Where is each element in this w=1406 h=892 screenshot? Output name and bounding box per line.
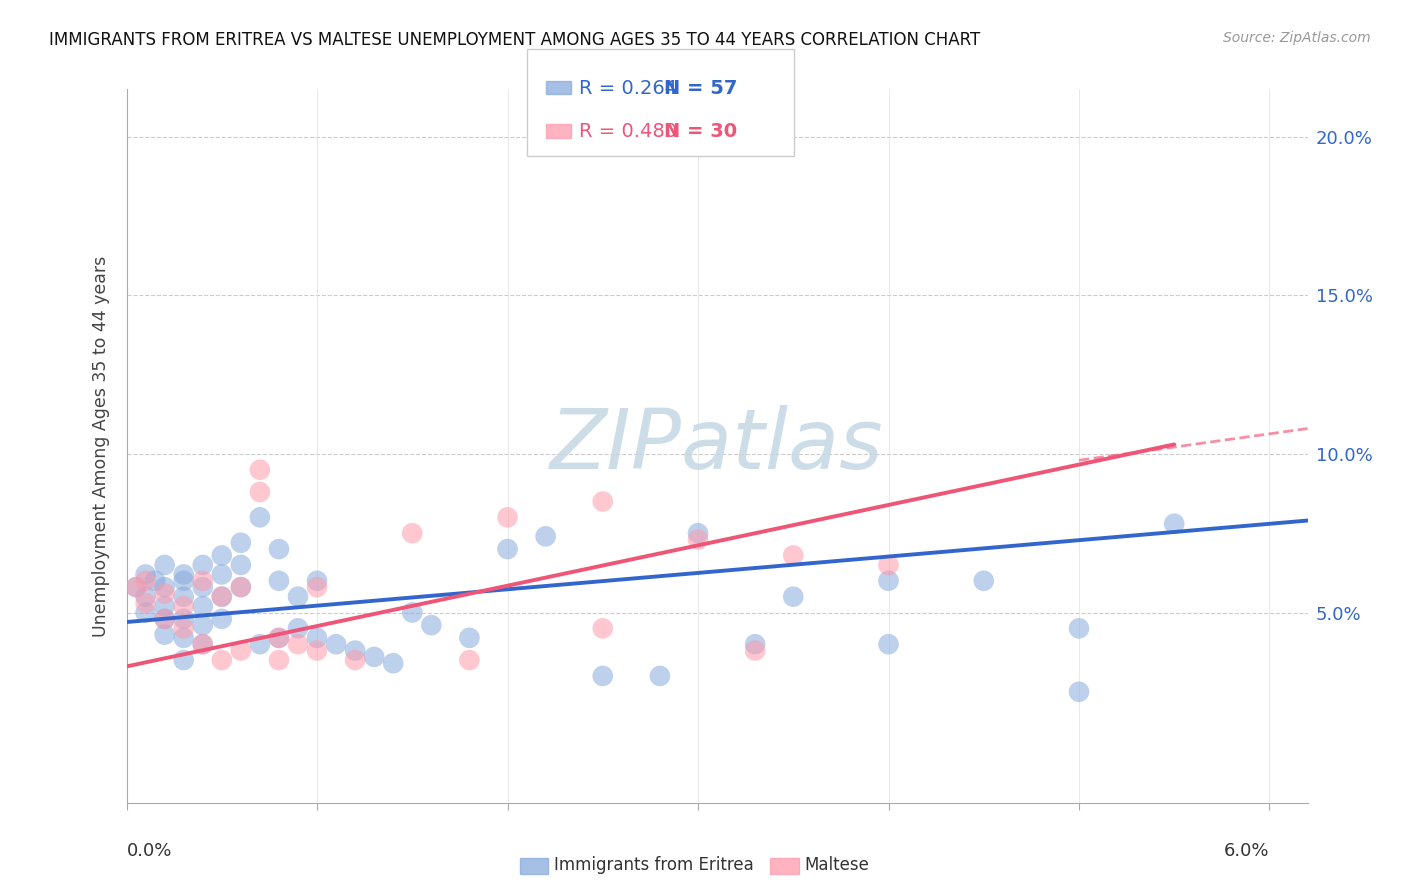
Point: [153, 558, 176, 572]
Text: Source: ZipAtlas.com: Source: ZipAtlas.com: [1223, 31, 1371, 45]
Text: Immigrants from Eritrea: Immigrants from Eritrea: [554, 856, 754, 874]
Point: [135, 596, 157, 610]
Point: [1067, 685, 1090, 699]
Point: [173, 574, 195, 588]
Point: [211, 590, 233, 604]
Text: ZIPatlas: ZIPatlas: [550, 406, 884, 486]
Point: [249, 463, 271, 477]
Point: [173, 599, 195, 614]
Point: [973, 574, 995, 588]
Text: R = 0.264: R = 0.264: [579, 78, 678, 97]
Point: [420, 618, 443, 632]
Point: [401, 526, 423, 541]
Point: [191, 580, 214, 594]
Text: 0.0%: 0.0%: [127, 842, 172, 860]
Point: [744, 637, 766, 651]
Point: [211, 567, 233, 582]
Point: [458, 653, 481, 667]
Point: [191, 599, 214, 614]
Point: [305, 631, 328, 645]
Point: [173, 653, 195, 667]
Point: [125, 580, 148, 594]
Point: [267, 653, 290, 667]
Point: [877, 574, 900, 588]
Point: [382, 657, 405, 671]
Point: [191, 637, 214, 651]
Point: [287, 621, 309, 635]
Point: [229, 580, 252, 594]
Point: [267, 631, 290, 645]
Point: [592, 621, 614, 635]
Point: [153, 586, 176, 600]
Point: [287, 590, 309, 604]
Point: [191, 637, 214, 651]
Point: [211, 549, 233, 563]
Point: [173, 590, 195, 604]
Point: [191, 574, 214, 588]
Point: [211, 612, 233, 626]
Point: [305, 643, 328, 657]
Point: [496, 542, 519, 557]
Point: [305, 580, 328, 594]
Point: [249, 510, 271, 524]
Point: [744, 643, 766, 657]
Point: [287, 637, 309, 651]
Point: [173, 631, 195, 645]
Point: [229, 535, 252, 549]
Point: [229, 558, 252, 572]
Point: [153, 580, 176, 594]
Point: [782, 549, 804, 563]
Point: [458, 631, 481, 645]
Point: [877, 637, 900, 651]
Point: [143, 574, 166, 588]
Point: [249, 485, 271, 500]
Point: [153, 628, 176, 642]
Point: [229, 643, 252, 657]
Point: [135, 574, 157, 588]
Text: N = 57: N = 57: [664, 78, 737, 97]
Point: [153, 599, 176, 614]
Point: [191, 558, 214, 572]
Text: IMMIGRANTS FROM ERITREA VS MALTESE UNEMPLOYMENT AMONG AGES 35 TO 44 YEARS CORREL: IMMIGRANTS FROM ERITREA VS MALTESE UNEMP…: [49, 31, 980, 49]
Point: [229, 580, 252, 594]
Point: [686, 533, 709, 547]
Text: R = 0.480: R = 0.480: [579, 122, 678, 141]
Point: [534, 529, 557, 543]
Point: [496, 510, 519, 524]
Point: [267, 574, 290, 588]
Point: [173, 567, 195, 582]
Point: [1163, 516, 1185, 531]
Point: [686, 526, 709, 541]
Point: [401, 606, 423, 620]
Point: [173, 621, 195, 635]
Point: [592, 669, 614, 683]
Text: N = 30: N = 30: [664, 122, 737, 141]
Point: [782, 590, 804, 604]
Point: [153, 612, 176, 626]
Point: [363, 649, 385, 664]
Text: 6.0%: 6.0%: [1225, 842, 1270, 860]
Point: [125, 580, 148, 594]
Point: [344, 653, 367, 667]
Point: [191, 618, 214, 632]
Point: [344, 643, 367, 657]
Point: [135, 590, 157, 604]
Point: [135, 567, 157, 582]
Point: [877, 558, 900, 572]
Y-axis label: Unemployment Among Ages 35 to 44 years: Unemployment Among Ages 35 to 44 years: [91, 255, 110, 637]
Text: Maltese: Maltese: [804, 856, 869, 874]
Point: [1067, 621, 1090, 635]
Point: [592, 494, 614, 508]
Point: [211, 590, 233, 604]
Point: [325, 637, 347, 651]
Point: [249, 637, 271, 651]
Point: [173, 612, 195, 626]
Point: [305, 574, 328, 588]
Point: [648, 669, 671, 683]
Point: [211, 653, 233, 667]
Point: [267, 542, 290, 557]
Point: [135, 606, 157, 620]
Point: [267, 631, 290, 645]
Point: [153, 612, 176, 626]
